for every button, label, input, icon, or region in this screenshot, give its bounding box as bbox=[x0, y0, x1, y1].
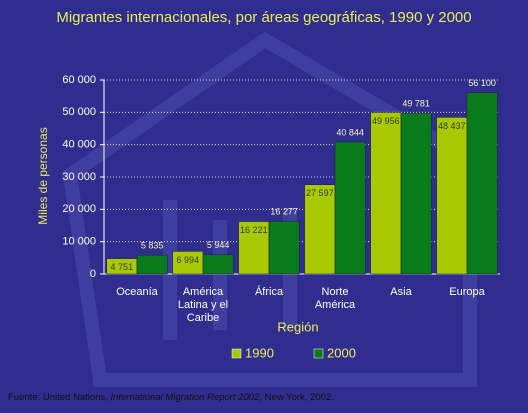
data-label: 40 844 bbox=[336, 127, 364, 137]
bar bbox=[238, 221, 270, 275]
bar bbox=[370, 112, 402, 275]
y-tick-label: 20 000 bbox=[62, 203, 96, 215]
data-label: 27 597 bbox=[306, 188, 334, 198]
data-label: 49 781 bbox=[402, 98, 430, 108]
legend-swatch bbox=[313, 348, 324, 359]
source-note: Fuente: United Nations, International Mi… bbox=[8, 392, 334, 403]
data-label: 4 751 bbox=[111, 262, 134, 272]
y-tick-label: 10 000 bbox=[62, 236, 96, 248]
bar bbox=[202, 254, 234, 275]
x-tick-label: Norte América bbox=[314, 286, 356, 311]
data-label: 48 437 bbox=[438, 121, 466, 131]
bar bbox=[334, 141, 366, 275]
data-label: 5 944 bbox=[207, 240, 230, 250]
source-text: International Migration Report 2002 bbox=[110, 392, 260, 403]
data-label: 56 100 bbox=[468, 78, 496, 88]
x-axis-label: Región bbox=[277, 319, 318, 334]
legend-label: 1990 bbox=[245, 345, 274, 360]
y-axis-label: Miles de personas bbox=[36, 127, 50, 224]
x-tick-label: África bbox=[254, 286, 284, 298]
data-label: 6 994 bbox=[177, 255, 200, 265]
y-tick-label: 0 bbox=[90, 268, 96, 280]
data-label: 5 835 bbox=[141, 241, 164, 251]
bar bbox=[400, 112, 432, 275]
x-tick-label: Oceanía bbox=[116, 286, 158, 298]
data-label: 49 956 bbox=[372, 116, 400, 126]
y-tick-label: 50 000 bbox=[62, 106, 96, 118]
source-text: , New York, 2002. bbox=[259, 392, 334, 403]
legend-label: 2000 bbox=[327, 345, 356, 360]
y-tick-label: 30 000 bbox=[62, 171, 96, 183]
bar bbox=[136, 254, 168, 275]
x-tick-label: América Latina y el Caribe bbox=[177, 286, 229, 324]
x-tick-label: Europa bbox=[449, 286, 485, 298]
chart-title: Migrantes internacionales, por áreas geo… bbox=[56, 9, 471, 26]
legend-swatch bbox=[231, 348, 242, 359]
y-tick-label: 60 000 bbox=[62, 74, 96, 86]
y-tick-label: 40 000 bbox=[62, 139, 96, 151]
data-label: 16 221 bbox=[240, 225, 268, 235]
bar bbox=[304, 184, 336, 275]
data-label: 16 277 bbox=[270, 207, 298, 217]
bar bbox=[436, 117, 468, 275]
source-text: Fuente: United Nations, bbox=[8, 392, 111, 403]
bar bbox=[466, 92, 498, 275]
bar bbox=[268, 221, 300, 275]
x-tick-label: Asia bbox=[390, 286, 412, 298]
